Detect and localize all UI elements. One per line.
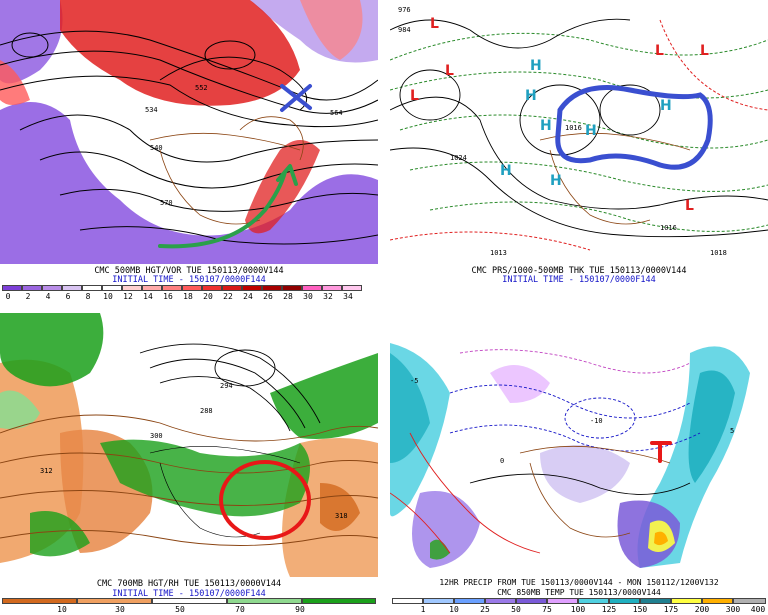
- colorbar-precip: 1 10 25 50 75 100 125 150 175 200 300 40…: [392, 598, 766, 614]
- blue-x-annotation: [280, 84, 312, 112]
- svg-text:L: L: [445, 63, 454, 79]
- initial-time-label: INITIAL TIME - 150107/0000F144: [112, 589, 266, 599]
- map-pressure: L L L L L L H H H H H H H 976 984 1024 1…: [390, 0, 768, 264]
- svg-text:L: L: [430, 16, 439, 32]
- map-700mb: 300 288 312 294 318: [0, 313, 378, 577]
- svg-text:H: H: [660, 98, 672, 114]
- svg-text:1016: 1016: [660, 224, 677, 232]
- svg-text:984: 984: [398, 26, 411, 34]
- svg-text:L: L: [685, 198, 694, 214]
- svg-text:0: 0: [500, 457, 504, 465]
- panel-title: CMC PRS/1000-500MB THK TUE 150113/0000V1…: [471, 266, 687, 276]
- svg-text:H: H: [585, 123, 597, 139]
- svg-text:L: L: [700, 43, 709, 59]
- panel-precip-850temp: -5 0 5 -10 12HR PRECIP FROM TUE 150113/0…: [390, 313, 768, 615]
- colorbar-rh: 10 30 50 70 90: [2, 598, 376, 614]
- svg-text:288: 288: [200, 407, 213, 415]
- svg-text:294: 294: [220, 382, 233, 390]
- svg-text:1016: 1016: [565, 124, 582, 132]
- svg-text:H: H: [540, 118, 552, 134]
- svg-text:552: 552: [195, 84, 208, 92]
- svg-text:540: 540: [150, 144, 163, 152]
- svg-text:H: H: [550, 173, 562, 189]
- svg-text:1024: 1024: [450, 154, 467, 162]
- panel-subtitle: CMC 850MB TEMP TUE 150113/0000V144: [497, 588, 661, 597]
- initial-time-label: INITIAL TIME - 150107/0000F144: [112, 275, 266, 285]
- svg-text:H: H: [525, 88, 537, 104]
- svg-text:300: 300: [150, 432, 163, 440]
- panel-title: CMC 700MB HGT/RH TUE 150113/0000V144: [96, 579, 282, 589]
- panel-title: CMC 500MB HGT/VOR TUE 150113/0000V144: [94, 266, 284, 276]
- colorbar-vorticity: 0 2 4 6 8 10 12 14 16 18 20 22 24 26 28 …: [2, 285, 376, 301]
- svg-text:L: L: [410, 88, 419, 104]
- panel-pressure-thickness: L L L L L L H H H H H H H 976 984 1024 1…: [390, 0, 768, 302]
- svg-text:1018: 1018: [710, 249, 727, 257]
- svg-text:564: 564: [330, 109, 343, 117]
- red-circle-annotation: [219, 460, 311, 540]
- panel-700mb-rh: 300 288 312 294 318 CMC 700MB HGT/RH TUE…: [0, 313, 378, 615]
- svg-text:-10: -10: [590, 417, 603, 425]
- red-arrow-annotation: [650, 441, 672, 463]
- green-arrow-annotation: [158, 170, 287, 249]
- svg-text:570: 570: [160, 199, 173, 207]
- map-precip: -5 0 5 -10: [390, 313, 768, 577]
- svg-text:976: 976: [398, 6, 411, 14]
- svg-text:5: 5: [730, 427, 734, 435]
- svg-text:534: 534: [145, 106, 158, 114]
- svg-text:312: 312: [40, 467, 53, 475]
- svg-text:H: H: [530, 58, 542, 74]
- map-500mb: 534 540 570 552 564: [0, 0, 378, 264]
- panel-500mb-vorticity: 534 540 570 552 564 CMC 500MB HGT/VOR TU…: [0, 0, 378, 302]
- svg-text:H: H: [500, 163, 512, 179]
- initial-time-label: INITIAL TIME - 150107/0000F144: [502, 275, 656, 285]
- blue-oval-annotation: [555, 85, 713, 170]
- svg-text:-5: -5: [410, 377, 418, 385]
- svg-text:318: 318: [335, 512, 348, 520]
- panel-title: 12HR PRECIP FROM TUE 150113/0000V144 - M…: [439, 578, 719, 587]
- svg-text:1013: 1013: [490, 249, 507, 257]
- svg-text:L: L: [655, 43, 664, 59]
